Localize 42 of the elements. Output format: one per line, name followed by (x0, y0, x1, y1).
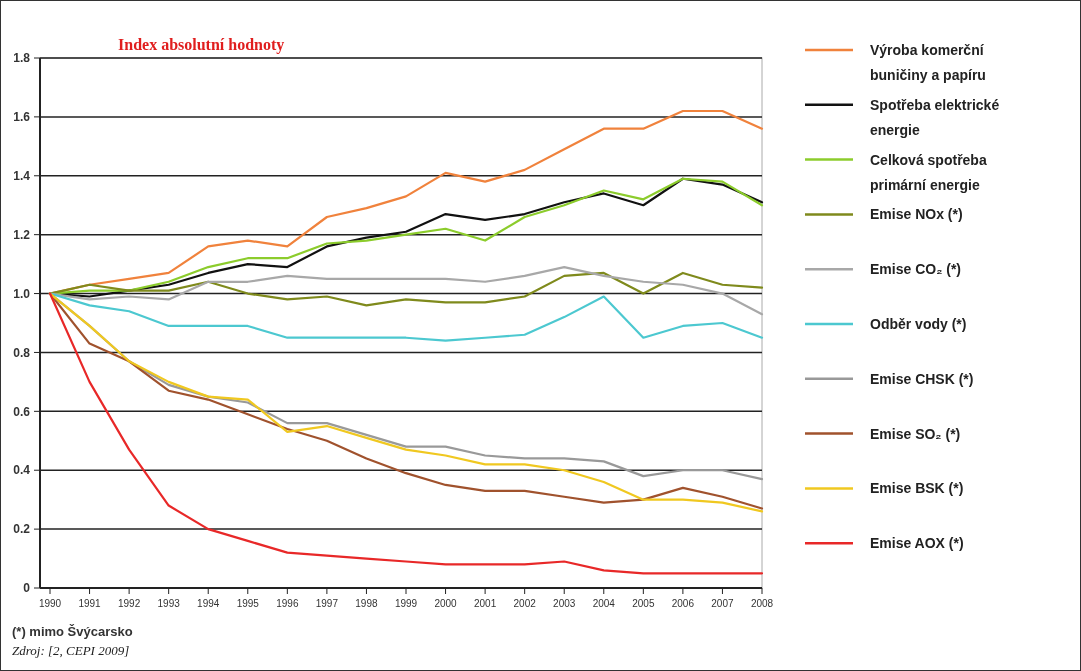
x-tick-label: 1995 (236, 598, 260, 609)
y-tick-label: 1.6 (13, 110, 31, 125)
y-tick-label: 1.0 (13, 286, 31, 301)
y-tick-label: 0 (23, 581, 31, 596)
y-tick-label: 1.8 (13, 51, 31, 66)
y-tick-label: 1.4 (13, 168, 31, 183)
x-tick-label: 2008 (750, 598, 774, 609)
legend-label: Emise NOx (*) (870, 206, 963, 223)
legend-label: Emise BSK (*) (870, 480, 964, 497)
legend-label: Emise CHSK (*) (870, 370, 974, 387)
x-tick-label: 1990 (38, 598, 62, 609)
chart-title: Index absolutní hodnoty (118, 36, 285, 54)
x-tick-label: 1993 (157, 598, 181, 609)
x-tick-label: 2003 (553, 598, 576, 609)
y-tick-label: 1.2 (13, 227, 31, 242)
legend-label: Celková spotřeba primární energie (870, 151, 987, 193)
y-tick-label: 0.6 (13, 404, 31, 419)
legend-label: Výroba komerční buničiny a papíru (870, 41, 986, 83)
y-tick-label: 0.4 (13, 463, 31, 478)
x-tick-label: 2005 (632, 598, 655, 609)
x-tick-label: 2006 (671, 598, 695, 609)
x-tick-label: 1996 (276, 598, 299, 609)
x-tick-label: 2001 (473, 598, 497, 609)
legend-label: Odběr vody (*) (870, 315, 967, 332)
legend-label: Emise AOX (*) (870, 535, 964, 552)
x-tick-label: 2002 (513, 598, 537, 609)
text: Zdroj: [2, CEPI 2009] (12, 643, 130, 658)
x-tick-label: 1999 (394, 598, 418, 609)
legend-label: Emise SO₂ (*) (870, 425, 961, 442)
y-tick-label: 0.2 (13, 522, 31, 537)
x-tick-label: 1991 (78, 598, 102, 609)
legend-label: Emise CO₂ (*) (870, 261, 962, 278)
legend-label: Spotřeba elektrické energie (870, 96, 1000, 138)
x-tick-label: 1998 (355, 598, 378, 609)
x-tick-label: 1994 (197, 598, 220, 609)
text: (*) mimo Švýcarsko (12, 624, 133, 639)
x-tick-label: 1992 (117, 598, 141, 609)
x-tick-label: 2000 (434, 598, 458, 609)
x-tick-label: 2007 (711, 598, 734, 609)
y-tick-label: 0.8 (13, 345, 31, 360)
x-tick-label: 1997 (315, 598, 339, 609)
x-tick-label: 2004 (592, 598, 616, 609)
